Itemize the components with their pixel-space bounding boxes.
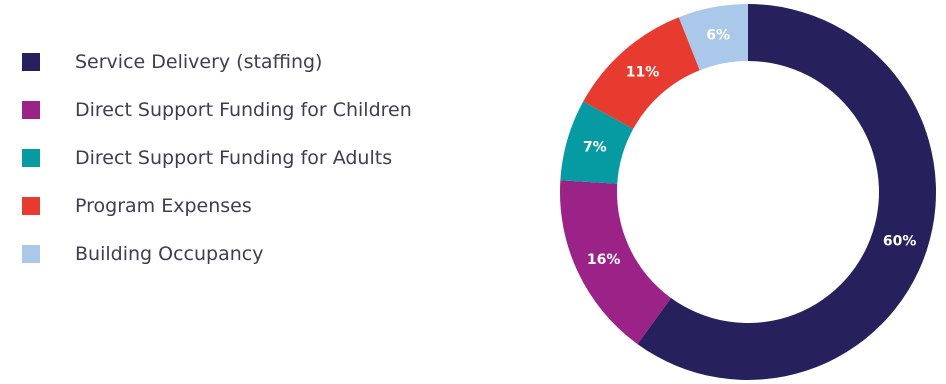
chart-legend: Service Delivery (staffing) Direct Suppo… — [22, 38, 412, 278]
slice-service-delivery — [637, 4, 937, 380]
legend-swatch — [22, 101, 40, 119]
legend-swatch — [22, 53, 40, 71]
slice-program-expenses — [583, 17, 700, 129]
legend-label: Direct Support Funding for Children — [75, 99, 412, 121]
slice-value-label: 16% — [587, 252, 621, 268]
donut-chart: 60% 16% 7% 11% 6% — [560, 4, 937, 380]
slice-value-label: 7% — [583, 140, 607, 156]
legend-item-program-expenses: Program Expenses — [22, 182, 412, 230]
slice-value-label: 60% — [883, 233, 917, 249]
legend-label: Direct Support Funding for Adults — [75, 147, 393, 169]
slice-children-funding — [560, 180, 672, 345]
legend-label: Service Delivery (staffing) — [75, 51, 323, 73]
legend-swatch — [22, 149, 40, 167]
legend-label: Program Expenses — [75, 195, 252, 217]
legend-swatch — [22, 197, 40, 215]
legend-item-service-delivery: Service Delivery (staffing) — [22, 38, 412, 86]
slice-value-label: 6% — [706, 27, 730, 43]
legend-label: Building Occupancy — [75, 243, 264, 265]
slice-building-occupancy — [678, 4, 748, 71]
slice-adults-funding — [560, 101, 634, 184]
legend-item-building-occupancy: Building Occupancy — [22, 230, 412, 278]
slice-value-label: 11% — [626, 64, 660, 80]
legend-item-children-funding: Direct Support Funding for Children — [22, 86, 412, 134]
legend-swatch — [22, 245, 40, 263]
legend-item-adults-funding: Direct Support Funding for Adults — [22, 134, 412, 182]
